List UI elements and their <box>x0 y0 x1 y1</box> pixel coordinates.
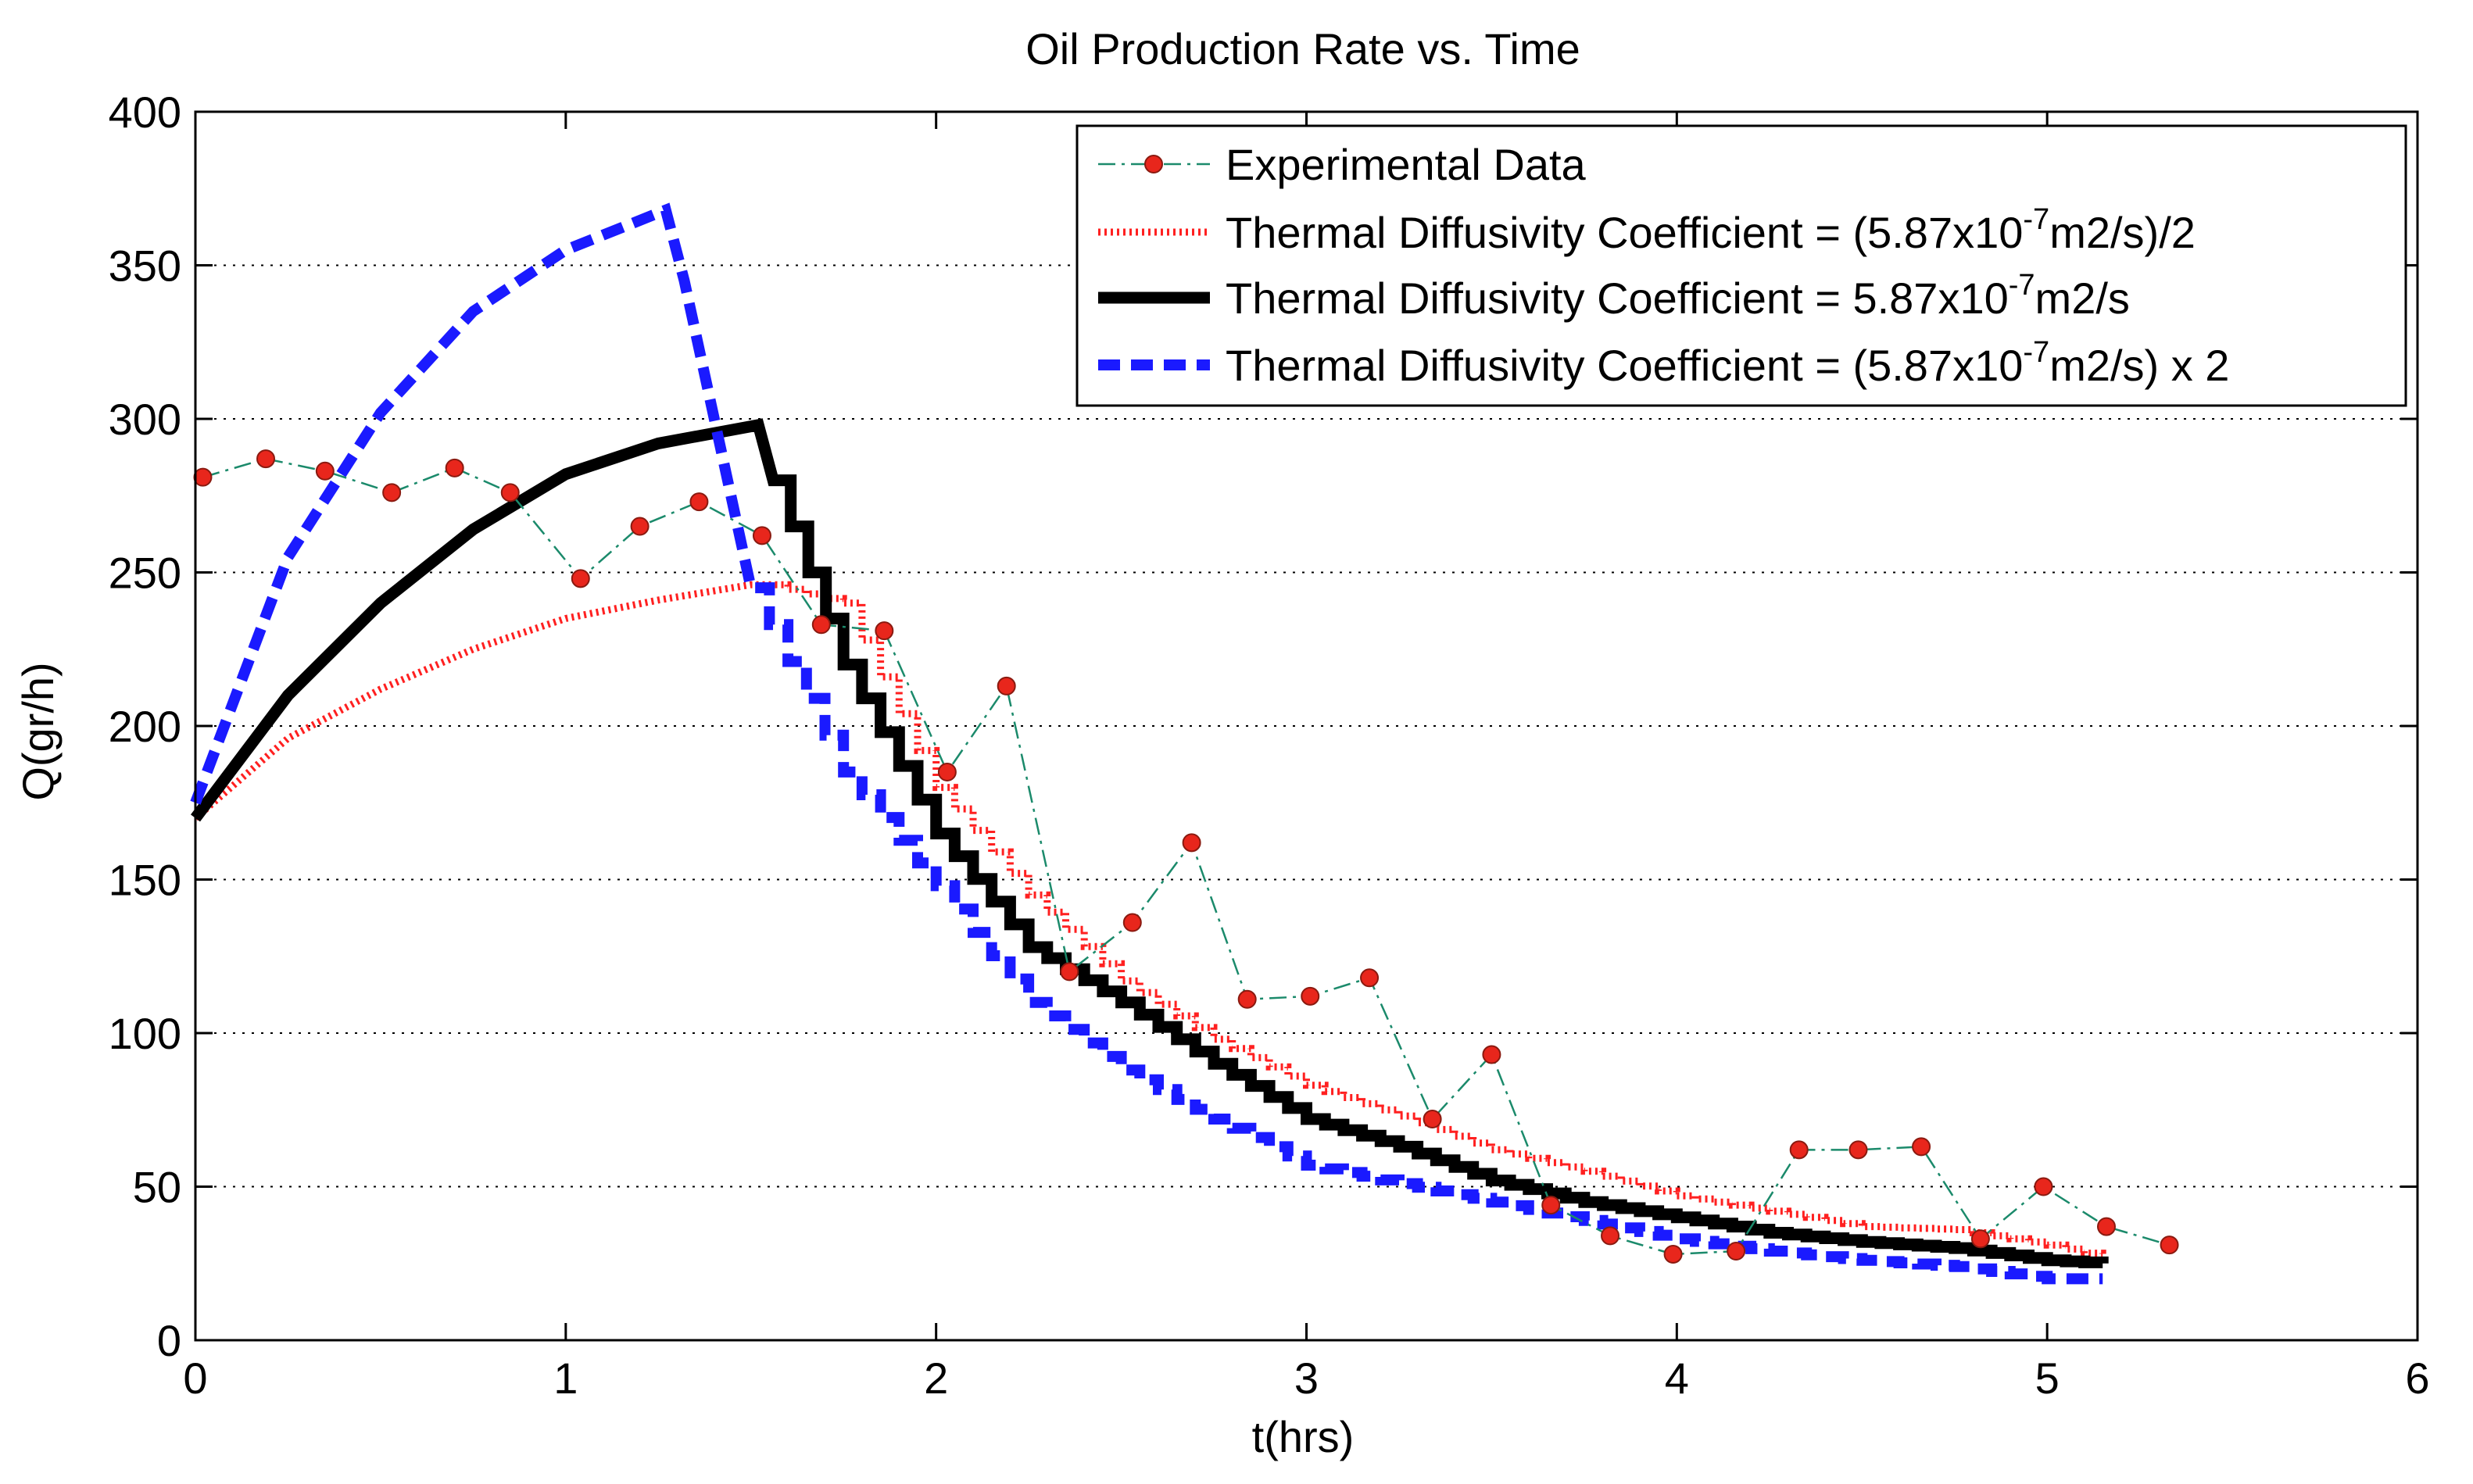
y-tick-label-150: 150 <box>109 856 181 905</box>
series-line-base <box>191 418 2109 1268</box>
data-point-experimental-4 <box>445 458 464 477</box>
legend-item-half: Thermal Diffusivity Coefficient = (5.87x… <box>1098 203 2196 257</box>
x-tick-label-3: 3 <box>1294 1353 1319 1403</box>
axis-ticks: 0 1 2 3 4 5 6 0 50 100 150 200 250 300 350 400 <box>109 88 2430 1403</box>
data-point-experimental-20 <box>1423 1110 1442 1129</box>
series-layer <box>190 202 2179 1285</box>
data-point-experimental-9 <box>752 526 771 545</box>
legend-label-base: Thermal Diffusivity Coefficient = 5.87x1… <box>1226 269 2130 323</box>
y-tick-label-50: 50 <box>133 1163 181 1212</box>
x-tick-label-2: 2 <box>924 1353 948 1403</box>
data-point-experimental-2 <box>315 461 335 481</box>
legend-item-double: Thermal Diffusivity Coefficient = (5.87x… <box>1098 336 2229 390</box>
data-point-experimental-5 <box>500 483 520 502</box>
legend-label-base-exponent: -7 <box>2009 269 2035 302</box>
data-point-experimental-14 <box>1060 962 1079 982</box>
data-point-experimental-6 <box>571 569 590 588</box>
data-point-experimental-7 <box>630 517 650 536</box>
data-point-experimental-1 <box>256 449 276 469</box>
x-axis-label: t(hrs) <box>1252 1412 1355 1461</box>
data-point-experimental-18 <box>1301 986 1320 1006</box>
data-point-experimental-24 <box>1663 1244 1683 1264</box>
series-line-half <box>193 581 2106 1257</box>
legend-label-half: Thermal Diffusivity Coefficient = (5.87x… <box>1226 203 2196 257</box>
legend-label-base-prefix: Thermal Diffusivity Coefficient = 5.87x1… <box>1226 274 2009 323</box>
legend-swatch-experimental-marker <box>1144 155 1163 173</box>
legend-label-experimental: Experimental Data <box>1226 140 1587 189</box>
x-tick-label-5: 5 <box>2035 1353 2060 1403</box>
y-tick-label-250: 250 <box>109 549 181 598</box>
y-tick-label-0: 0 <box>157 1316 181 1365</box>
data-point-experimental-3 <box>382 483 402 502</box>
chart-title: Oil Production Rate vs. Time <box>1025 24 1580 73</box>
x-tick-label-4: 4 <box>1665 1353 1689 1403</box>
data-point-experimental-26 <box>1789 1140 1809 1160</box>
data-point-experimental-10 <box>811 615 831 635</box>
x-tick-label-1: 1 <box>553 1353 578 1403</box>
legend-label-double-suffix: m2/s) x 2 <box>2049 341 2229 390</box>
data-point-experimental-31 <box>2096 1217 2116 1236</box>
y-tick-label-400: 400 <box>109 88 181 137</box>
y-tick-label-200: 200 <box>109 702 181 751</box>
data-point-experimental-22 <box>1541 1196 1561 1215</box>
legend-label-half-exponent: -7 <box>2023 203 2049 236</box>
series-line-double <box>190 202 2103 1285</box>
legend-item-experimental: Experimental Data <box>1098 140 1587 189</box>
legend-box <box>1075 124 2407 407</box>
data-point-experimental-0 <box>193 467 213 487</box>
data-point-experimental-32 <box>2160 1235 2179 1255</box>
data-point-experimental-25 <box>1727 1242 1746 1261</box>
data-point-experimental-15 <box>1122 913 1142 932</box>
y-tick-label-100: 100 <box>109 1009 181 1058</box>
data-point-experimental-29 <box>1970 1229 1990 1249</box>
legend: Experimental Data Thermal Diffusivity Co… <box>1075 124 2407 407</box>
y-tick-label-350: 350 <box>109 241 181 291</box>
data-point-experimental-11 <box>875 621 894 641</box>
data-point-experimental-12 <box>937 762 957 781</box>
x-tick-label-6: 6 <box>2405 1353 2429 1403</box>
legend-label-base-suffix: m2/s <box>2035 274 2130 323</box>
data-point-experimental-21 <box>1482 1045 1501 1064</box>
y-axis-label: Q(gr/h) <box>13 662 63 800</box>
data-point-experimental-8 <box>689 492 709 512</box>
data-point-experimental-17 <box>1237 989 1257 1009</box>
legend-label-double-prefix: Thermal Diffusivity Coefficient = (5.87x… <box>1226 341 2023 390</box>
data-point-experimental-28 <box>1912 1137 1931 1157</box>
legend-item-base: Thermal Diffusivity Coefficient = 5.87x1… <box>1098 269 2130 323</box>
data-point-experimental-23 <box>1601 1226 1620 1246</box>
data-point-experimental-19 <box>1360 968 1380 988</box>
legend-label-half-prefix: Thermal Diffusivity Coefficient = (5.87x… <box>1226 208 2023 257</box>
data-point-experimental-13 <box>997 676 1016 696</box>
data-point-experimental-27 <box>1848 1140 1868 1160</box>
data-point-experimental-30 <box>2034 1177 2053 1196</box>
y-tick-label-300: 300 <box>109 395 181 444</box>
x-tick-label-0: 0 <box>183 1353 207 1403</box>
legend-label-half-suffix: m2/s)/2 <box>2049 208 2196 257</box>
legend-label-double-exponent: -7 <box>2023 336 2049 369</box>
legend-label-double: Thermal Diffusivity Coefficient = (5.87x… <box>1226 336 2229 390</box>
data-point-experimental-16 <box>1182 833 1201 853</box>
